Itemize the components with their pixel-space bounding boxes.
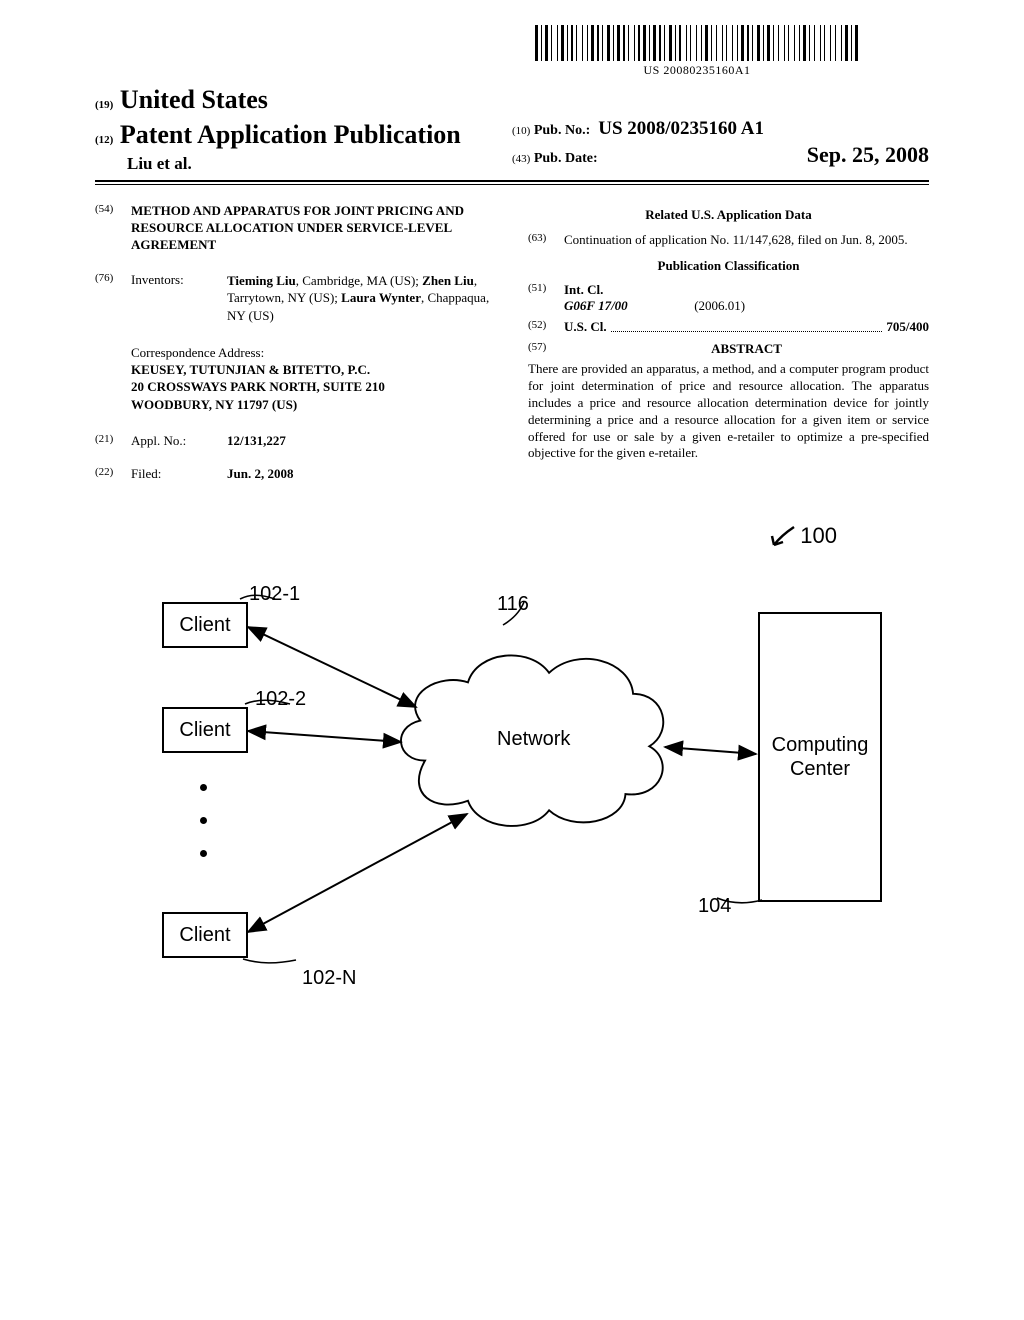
pubno-value: US 2008/0235160 A1 bbox=[598, 117, 764, 141]
intcl-label: Int. Cl. bbox=[564, 282, 929, 298]
field-76-num: (76) bbox=[95, 272, 131, 325]
field-21-label: Appl. No.: bbox=[131, 433, 227, 449]
abstract-text: There are provided an apparatus, a metho… bbox=[528, 361, 929, 462]
corr-label: Correspondence Address: bbox=[131, 345, 496, 361]
biblio-body: (54) METHOD AND APPARATUS FOR JOINT PRIC… bbox=[95, 203, 929, 482]
filed-date: Jun. 2, 2008 bbox=[227, 466, 496, 482]
pubdate-value: Sep. 25, 2008 bbox=[807, 141, 929, 169]
left-column: (54) METHOD AND APPARATUS FOR JOINT PRIC… bbox=[95, 203, 496, 482]
invention-title: METHOD AND APPARATUS FOR JOINT PRICING A… bbox=[131, 203, 496, 254]
corr-name: KEUSEY, TUTUNJIAN & BITETTO, P.C. bbox=[131, 361, 496, 379]
correspondence-address: Correspondence Address: KEUSEY, TUTUNJIA… bbox=[131, 345, 496, 414]
appl-no: 12/131,227 bbox=[227, 433, 496, 449]
ref-102-2: 102-2 bbox=[255, 687, 306, 712]
uscl-label: U.S. Cl. bbox=[564, 319, 607, 335]
header: (19) United States (12) Patent Applicati… bbox=[95, 84, 929, 174]
field-22-label: Filed: bbox=[131, 466, 227, 482]
authors-short: Liu et al. bbox=[127, 153, 512, 174]
ref-116: 116 bbox=[497, 592, 529, 617]
field-57-num: (57) bbox=[528, 341, 564, 357]
ref-102-n: 102-N bbox=[302, 966, 356, 991]
field-51-num: (51) bbox=[528, 282, 564, 315]
barcode bbox=[535, 25, 859, 61]
doc-type: Patent Application Publication bbox=[120, 120, 461, 149]
field-52-num: (52) bbox=[528, 319, 564, 335]
ref-104: 104 bbox=[698, 894, 731, 919]
code-19: (19) bbox=[95, 99, 113, 111]
abstract-label: ABSTRACT bbox=[564, 341, 929, 357]
figure-1: 100 Client Client Client Computing Cente… bbox=[142, 532, 882, 1002]
country: United States bbox=[120, 85, 268, 114]
pubno-label: Pub. No.: bbox=[534, 122, 590, 140]
corr-street: 20 CROSSWAYS PARK NORTH, SUITE 210 bbox=[131, 378, 496, 396]
related-head: Related U.S. Application Data bbox=[528, 207, 929, 223]
inventors-list: Tieming Liu, Cambridge, MA (US); Zhen Li… bbox=[227, 272, 496, 325]
dot-leader bbox=[611, 319, 883, 332]
continuation-text: Continuation of application No. 11/147,6… bbox=[564, 232, 929, 248]
barcode-text: US 20080235160A1 bbox=[643, 63, 750, 78]
uscl-value: 705/400 bbox=[886, 319, 929, 335]
code-43: (43) bbox=[512, 153, 530, 167]
intcl-code: G06F 17/00 bbox=[564, 298, 628, 313]
field-54-num: (54) bbox=[95, 203, 131, 254]
field-22-num: (22) bbox=[95, 466, 131, 482]
field-63-num: (63) bbox=[528, 232, 564, 248]
right-column: Related U.S. Application Data (63) Conti… bbox=[528, 203, 929, 482]
code-12: (12) bbox=[95, 134, 113, 146]
corr-city: WOODBURY, NY 11797 (US) bbox=[131, 396, 496, 414]
intcl-date: (2006.01) bbox=[694, 298, 745, 313]
field-21-num: (21) bbox=[95, 433, 131, 449]
pubdate-label: Pub. Date: bbox=[534, 150, 598, 168]
field-76-label: Inventors: bbox=[131, 272, 227, 325]
code-10: (10) bbox=[512, 125, 530, 139]
barcode-block: US 20080235160A1 bbox=[465, 25, 929, 78]
class-head: Publication Classification bbox=[528, 258, 929, 274]
ref-102-1: 102-1 bbox=[249, 582, 300, 607]
